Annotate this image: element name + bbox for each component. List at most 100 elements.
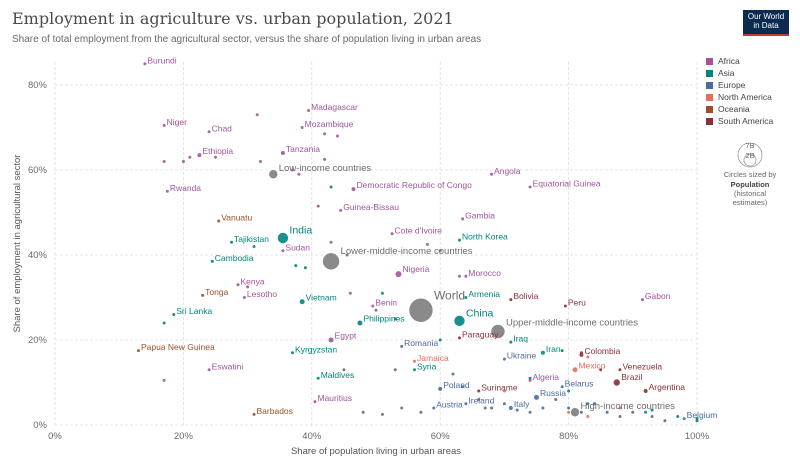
point-1[interactable] xyxy=(181,160,185,163)
point-43[interactable] xyxy=(515,408,519,412)
point-barbados[interactable] xyxy=(252,412,256,416)
point-35[interactable] xyxy=(695,419,699,423)
legend-entry[interactable]: North America xyxy=(718,92,772,102)
point-14[interactable] xyxy=(425,242,429,246)
point-belarus[interactable] xyxy=(560,385,564,389)
point-guinea-bissau[interactable] xyxy=(339,208,343,212)
point-55[interactable] xyxy=(419,410,423,414)
point-17[interactable] xyxy=(348,291,352,295)
legend-entry[interactable]: South America xyxy=(718,116,774,126)
point-68[interactable] xyxy=(483,406,487,410)
point-egypt[interactable] xyxy=(328,337,334,343)
point-52[interactable] xyxy=(631,410,635,414)
point-burundi[interactable] xyxy=(143,62,147,66)
point-sudan[interactable] xyxy=(281,249,285,253)
legend-entry[interactable]: Asia xyxy=(718,68,735,78)
point-23[interactable] xyxy=(303,266,307,270)
point-12[interactable] xyxy=(329,240,333,244)
point-brazil[interactable] xyxy=(612,378,621,387)
point-54[interactable] xyxy=(663,419,667,423)
legend-entry[interactable]: Africa xyxy=(718,56,740,66)
point-49[interactable] xyxy=(592,402,596,406)
point-18[interactable] xyxy=(374,308,378,312)
point-suriname[interactable] xyxy=(477,389,481,393)
point-kyrgyzstan[interactable] xyxy=(291,351,295,355)
point-poland[interactable] xyxy=(438,386,443,391)
point-belgium[interactable] xyxy=(682,417,686,421)
point-high-income-countries[interactable] xyxy=(570,407,580,418)
point-65[interactable] xyxy=(400,406,404,410)
point-9[interactable] xyxy=(291,168,295,172)
point-40[interactable] xyxy=(477,398,481,401)
point-democratic-republic-of-congo[interactable] xyxy=(351,187,356,192)
point-sri-lanka[interactable] xyxy=(172,313,176,316)
point-algeria[interactable] xyxy=(528,378,532,382)
point-13[interactable] xyxy=(345,253,349,257)
point-morocco[interactable] xyxy=(464,274,468,278)
point-tonga[interactable] xyxy=(201,293,205,297)
point-24[interactable] xyxy=(329,185,333,189)
point-vietnam[interactable] xyxy=(299,299,305,305)
point-ireland[interactable] xyxy=(464,402,468,406)
point-mauritius[interactable] xyxy=(313,400,317,404)
point-india[interactable] xyxy=(277,232,289,244)
point-papua-new-guinea[interactable] xyxy=(136,349,140,353)
point-6[interactable] xyxy=(323,132,327,136)
point-42[interactable] xyxy=(502,402,506,406)
point-59[interactable] xyxy=(618,406,622,410)
point-32[interactable] xyxy=(644,410,648,414)
owid-logo[interactable]: Our World in Data xyxy=(743,10,789,36)
point-tanzania[interactable] xyxy=(280,151,285,155)
point-iran[interactable] xyxy=(540,350,545,355)
point-41[interactable] xyxy=(490,406,494,410)
point-27[interactable] xyxy=(393,317,397,321)
point-mexico[interactable] xyxy=(572,367,578,373)
legend-entry[interactable]: Oceania xyxy=(718,104,750,114)
point-7[interactable] xyxy=(335,134,339,138)
point-madagascar[interactable] xyxy=(307,109,311,112)
point-kenya[interactable] xyxy=(236,283,240,287)
point-paraguay[interactable] xyxy=(457,336,461,340)
point-30[interactable] xyxy=(560,349,564,353)
point-upper-middle-income-countries[interactable] xyxy=(490,324,506,339)
point-60[interactable] xyxy=(586,355,590,359)
point-romania[interactable] xyxy=(400,344,404,348)
point-39[interactable] xyxy=(461,385,465,389)
point-low-income-countries[interactable] xyxy=(268,169,279,180)
point-37[interactable] xyxy=(586,402,590,406)
point-36[interactable] xyxy=(695,417,699,421)
point-20[interactable] xyxy=(246,285,250,289)
point-niger[interactable] xyxy=(162,123,166,127)
point-italy[interactable] xyxy=(508,406,513,410)
point-11[interactable] xyxy=(316,204,320,208)
point-21[interactable] xyxy=(252,245,256,248)
point-cambodia[interactable] xyxy=(210,259,214,263)
point-66[interactable] xyxy=(361,410,365,414)
point-64[interactable] xyxy=(393,368,397,372)
point-gabon[interactable] xyxy=(640,298,644,302)
point-29[interactable] xyxy=(528,376,532,380)
point-ethiopia[interactable] xyxy=(197,153,202,158)
point-nigeria[interactable] xyxy=(395,271,402,278)
point-25[interactable] xyxy=(162,321,166,325)
point-15[interactable] xyxy=(438,249,442,253)
point-46[interactable] xyxy=(554,398,558,401)
point-lower-middle-income-countries[interactable] xyxy=(322,252,340,271)
point-56[interactable] xyxy=(502,389,506,393)
point-19[interactable] xyxy=(162,378,166,382)
point-lesotho[interactable] xyxy=(242,296,246,299)
point-53[interactable] xyxy=(650,415,654,418)
point-rwanda[interactable] xyxy=(165,189,169,193)
legend-entry[interactable]: Europe xyxy=(718,80,746,90)
point-armenia[interactable] xyxy=(464,296,468,299)
point-5[interactable] xyxy=(255,113,259,117)
point-eswatini[interactable] xyxy=(207,368,211,372)
point-cote-d-ivoire[interactable] xyxy=(390,232,394,236)
point-vanuatu[interactable] xyxy=(217,219,221,223)
point-tajikistan[interactable] xyxy=(230,240,234,244)
point-syria[interactable] xyxy=(413,368,417,372)
point-62[interactable] xyxy=(599,368,603,372)
point-maldives[interactable] xyxy=(316,376,320,380)
point-peru[interactable] xyxy=(563,304,567,308)
point-51[interactable] xyxy=(618,415,622,418)
